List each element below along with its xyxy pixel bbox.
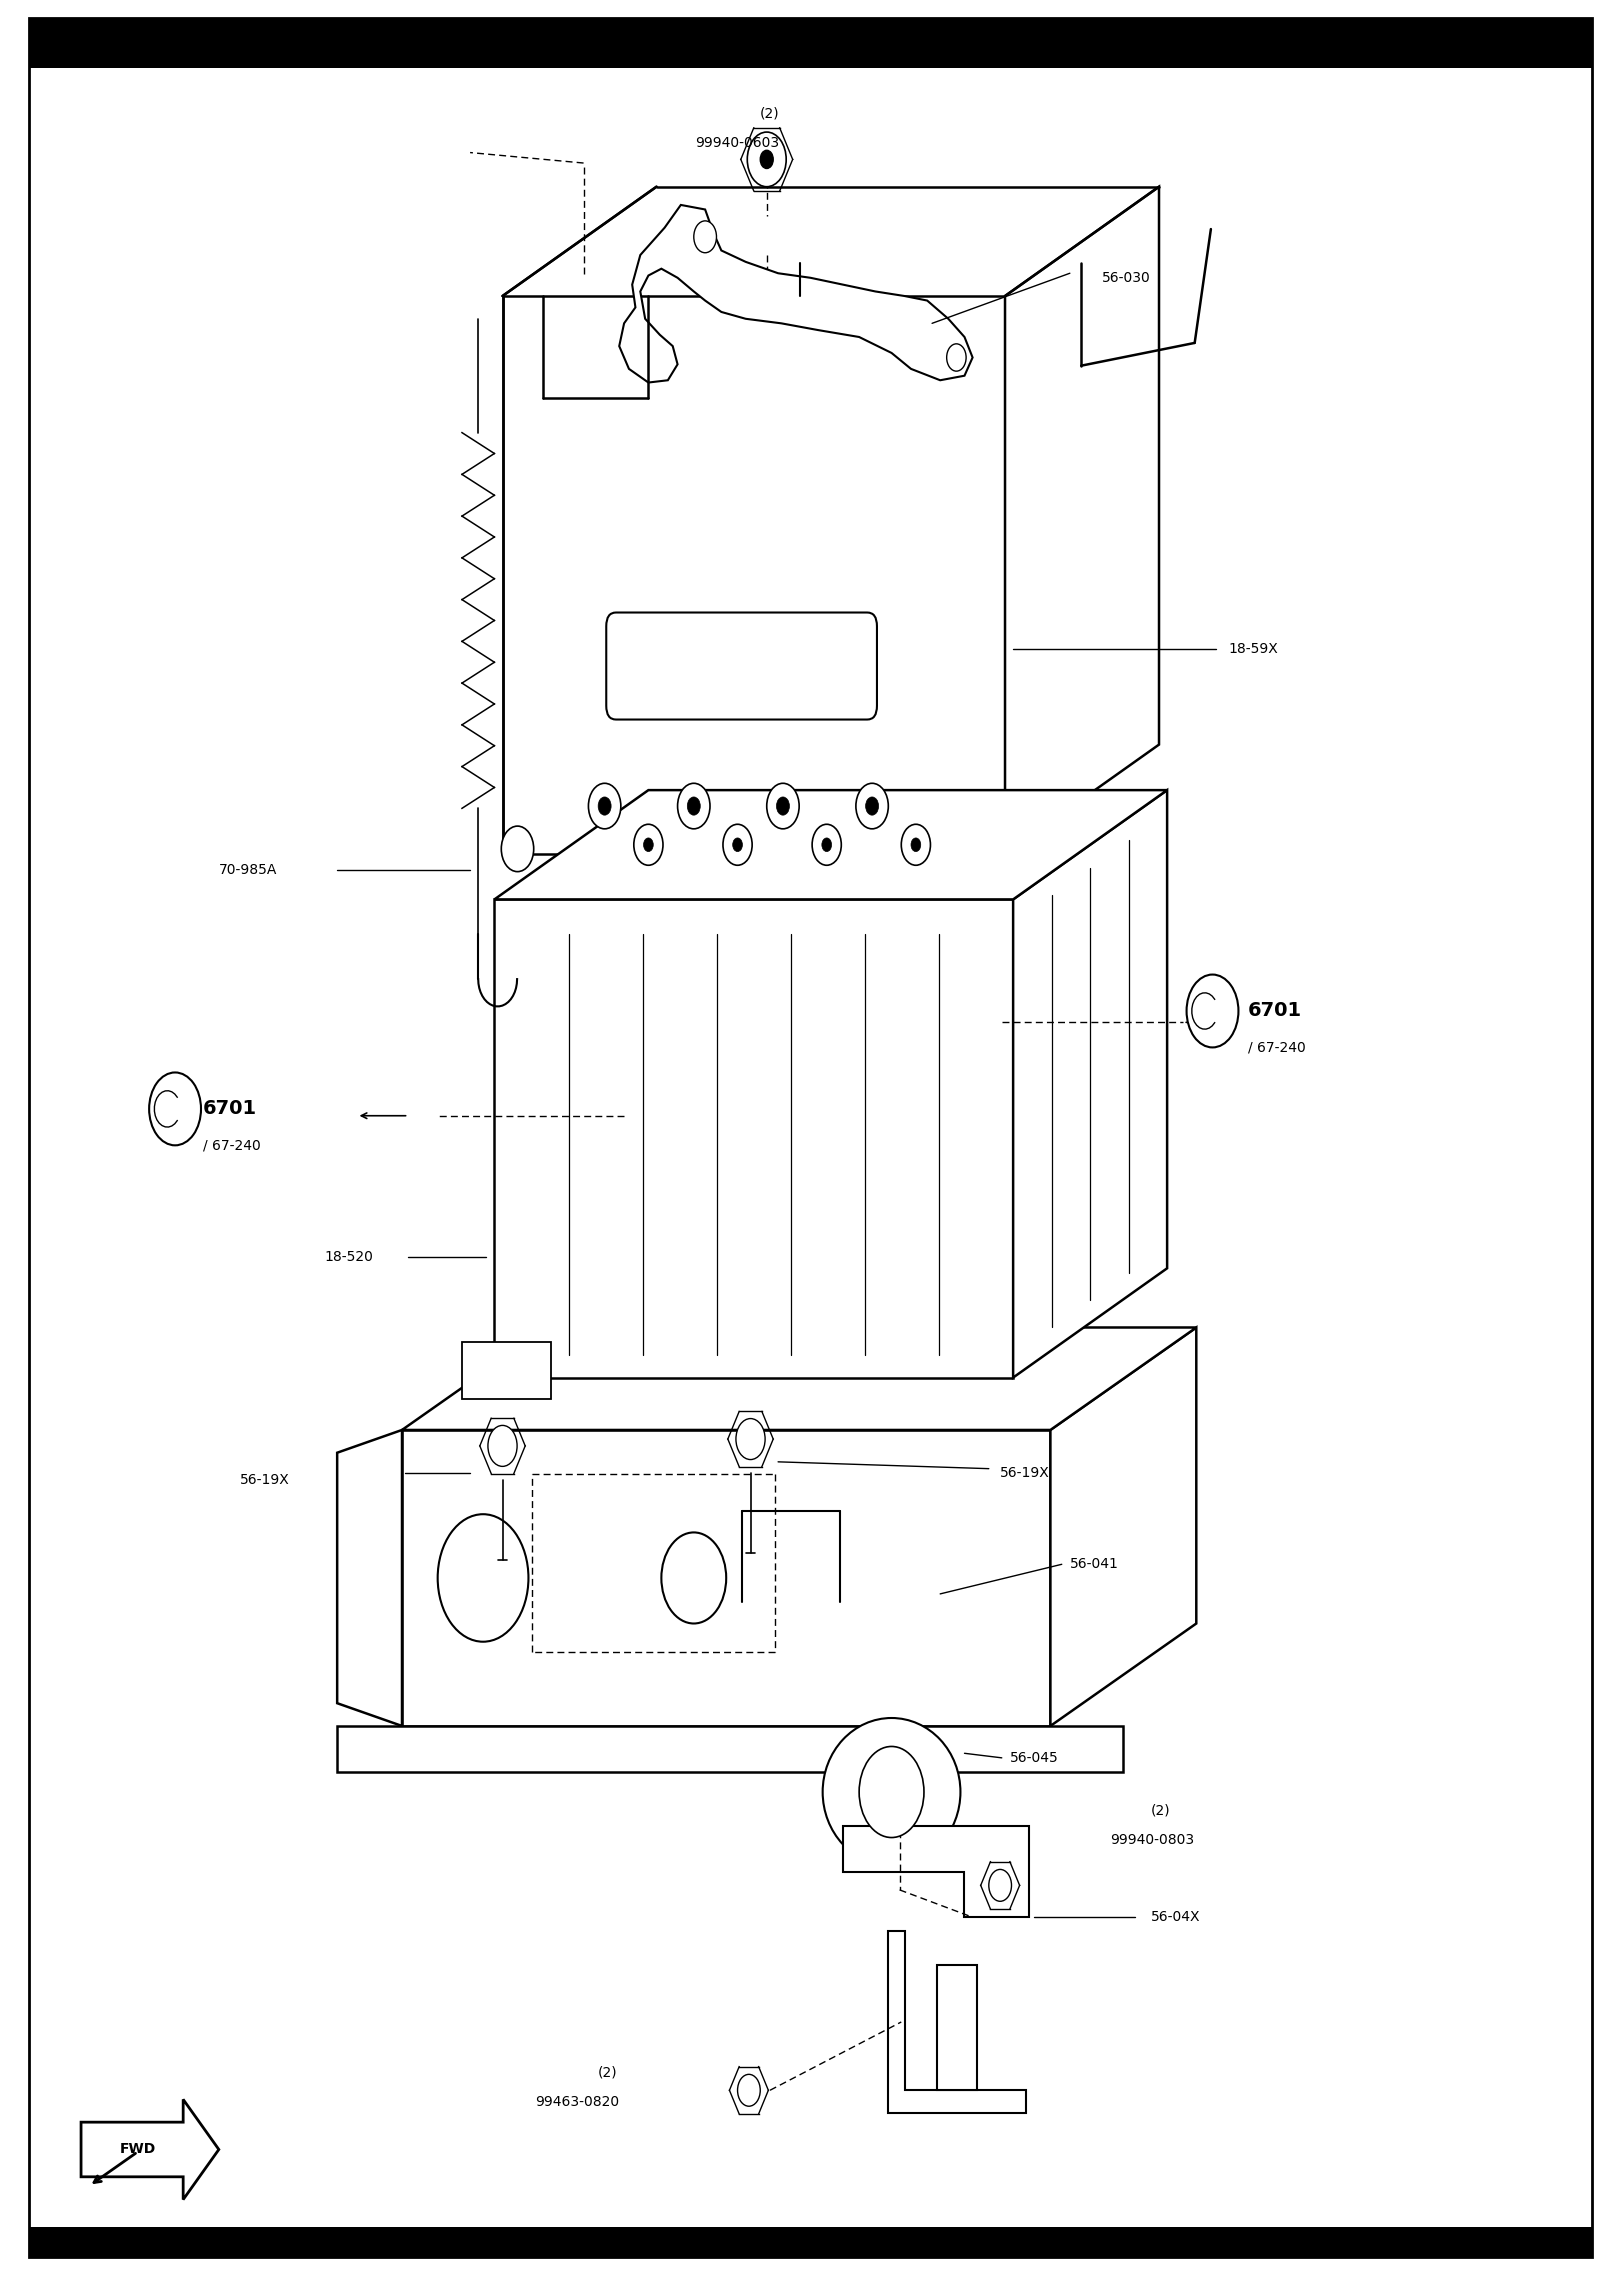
Circle shape — [738, 2074, 760, 2106]
Polygon shape — [337, 1726, 1123, 1772]
Circle shape — [694, 221, 716, 253]
Text: 56-19X: 56-19X — [240, 1473, 290, 1487]
Polygon shape — [462, 1341, 551, 1398]
Circle shape — [1187, 975, 1238, 1047]
Circle shape — [644, 838, 653, 852]
Text: / 67-240: / 67-240 — [1248, 1041, 1307, 1054]
Text: (2): (2) — [598, 2065, 618, 2079]
Circle shape — [812, 824, 841, 865]
Text: 6701: 6701 — [1248, 1002, 1302, 1020]
Circle shape — [733, 838, 742, 852]
Circle shape — [501, 827, 533, 872]
FancyBboxPatch shape — [606, 613, 877, 720]
Ellipse shape — [822, 1717, 960, 1867]
Polygon shape — [402, 1430, 1050, 1726]
Polygon shape — [619, 205, 973, 383]
Text: 18-520: 18-520 — [324, 1250, 373, 1264]
Circle shape — [588, 783, 621, 829]
Text: 70-985A: 70-985A — [219, 863, 277, 877]
Text: 99940-0803: 99940-0803 — [1110, 1833, 1195, 1847]
Polygon shape — [937, 1965, 977, 2090]
Circle shape — [678, 783, 710, 829]
Circle shape — [866, 797, 879, 815]
Text: 56-030: 56-030 — [1102, 271, 1151, 285]
Text: / 67-240: / 67-240 — [203, 1138, 261, 1152]
Text: 56-045: 56-045 — [1010, 1751, 1059, 1765]
Polygon shape — [337, 1430, 402, 1726]
Circle shape — [149, 1072, 201, 1145]
Polygon shape — [843, 1826, 1029, 1917]
Polygon shape — [494, 790, 1167, 899]
Polygon shape — [1005, 187, 1159, 854]
Polygon shape — [1050, 1327, 1196, 1726]
Circle shape — [911, 838, 921, 852]
Polygon shape — [81, 2099, 219, 2200]
Circle shape — [859, 1746, 924, 1838]
Circle shape — [598, 797, 611, 815]
Bar — [29, 2227, 1592, 2257]
Bar — [29, 18, 1592, 68]
Text: FWD: FWD — [120, 2143, 156, 2156]
Circle shape — [736, 1419, 765, 1460]
Polygon shape — [888, 1931, 1026, 2113]
Text: (2): (2) — [1151, 1803, 1170, 1817]
Circle shape — [947, 344, 966, 371]
Polygon shape — [503, 296, 1005, 854]
Text: 56-04X: 56-04X — [1151, 1910, 1201, 1924]
Circle shape — [747, 132, 786, 187]
Circle shape — [661, 1532, 726, 1624]
Circle shape — [901, 824, 930, 865]
Text: 18-59X: 18-59X — [1229, 642, 1279, 656]
Circle shape — [488, 1425, 517, 1466]
Circle shape — [438, 1514, 528, 1642]
Text: 99940-0603: 99940-0603 — [695, 137, 780, 150]
Circle shape — [767, 783, 799, 829]
Text: 56-19X: 56-19X — [1000, 1466, 1050, 1480]
Circle shape — [822, 838, 832, 852]
Circle shape — [760, 150, 773, 168]
Polygon shape — [1013, 790, 1167, 1378]
Polygon shape — [494, 899, 1013, 1378]
Text: 56-041: 56-041 — [1070, 1557, 1118, 1571]
Circle shape — [989, 1869, 1012, 1901]
Circle shape — [776, 797, 789, 815]
Polygon shape — [402, 1327, 1196, 1430]
Text: 99463-0820: 99463-0820 — [535, 2095, 619, 2109]
Circle shape — [856, 783, 888, 829]
Circle shape — [687, 797, 700, 815]
Circle shape — [723, 824, 752, 865]
Circle shape — [634, 824, 663, 865]
Text: (2): (2) — [760, 107, 780, 121]
Text: 6701: 6701 — [203, 1100, 256, 1118]
